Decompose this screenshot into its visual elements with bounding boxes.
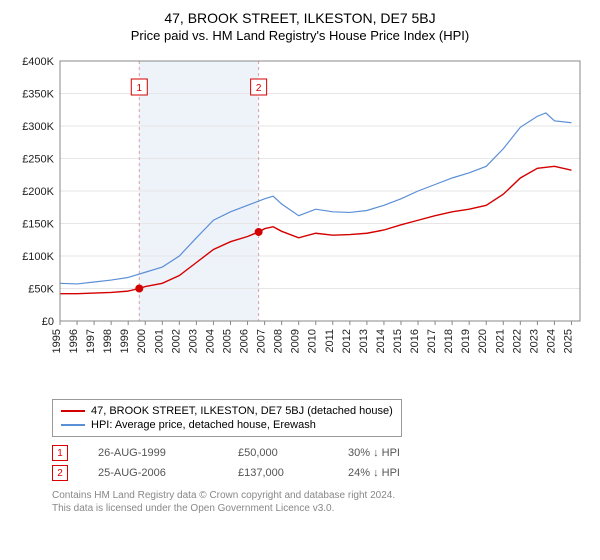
svg-text:2016: 2016 [409, 329, 421, 353]
footer-line-1: Contains HM Land Registry data © Crown c… [52, 489, 588, 502]
svg-text:1998: 1998 [102, 329, 114, 353]
svg-text:£150K: £150K [22, 219, 54, 231]
svg-text:2: 2 [256, 83, 262, 94]
svg-text:2006: 2006 [239, 329, 251, 353]
svg-text:2024: 2024 [545, 329, 557, 353]
sale-price: £50,000 [238, 447, 318, 459]
sales-table: 1 26-AUG-1999 £50,000 30% ↓ HPI 2 25-AUG-2006… [52, 443, 588, 483]
svg-text:2021: 2021 [494, 329, 506, 353]
svg-text:2011: 2011 [324, 329, 336, 353]
legend-label: 47, BROOK STREET, ILKESTON, DE7 5BJ (det… [91, 405, 393, 417]
svg-text:2013: 2013 [358, 329, 370, 353]
svg-text:2019: 2019 [460, 329, 472, 353]
svg-text:£350K: £350K [22, 89, 54, 101]
svg-text:2001: 2001 [153, 329, 165, 353]
svg-text:£100K: £100K [22, 251, 54, 263]
svg-text:2022: 2022 [511, 329, 523, 353]
svg-text:2012: 2012 [341, 329, 353, 353]
svg-text:2014: 2014 [375, 329, 387, 353]
svg-text:£0: £0 [42, 316, 54, 328]
sale-delta: 30% ↓ HPI [348, 447, 400, 459]
svg-text:2025: 2025 [562, 329, 574, 353]
legend-swatch [61, 424, 85, 426]
svg-text:£50K: £50K [28, 284, 54, 296]
page-title: 47, BROOK STREET, ILKESTON, DE7 5BJ [12, 10, 588, 26]
sale-date: 25-AUG-2006 [98, 467, 208, 479]
svg-text:£300K: £300K [22, 121, 54, 133]
chart-area: £0 £50K £100K £150K £200K £250K £300K £350K £400… [12, 51, 588, 391]
legend-item: HPI: Average price, detached house, Erew… [61, 418, 393, 432]
svg-text:2004: 2004 [204, 329, 216, 353]
svg-text:2018: 2018 [443, 329, 455, 353]
footer-line-2: This data is licensed under the Open Gov… [52, 502, 588, 515]
svg-text:2000: 2000 [136, 329, 148, 353]
svg-text:2008: 2008 [273, 329, 285, 353]
sale-delta: 24% ↓ HPI [348, 467, 400, 479]
svg-text:2023: 2023 [528, 329, 540, 353]
sale-row: 2 25-AUG-2006 £137,000 24% ↓ HPI [52, 463, 588, 483]
legend: 47, BROOK STREET, ILKESTON, DE7 5BJ (det… [52, 399, 402, 437]
svg-text:1996: 1996 [68, 329, 80, 353]
svg-text:2005: 2005 [221, 329, 233, 353]
svg-text:2010: 2010 [307, 329, 319, 353]
svg-text:1999: 1999 [119, 329, 131, 353]
svg-text:£400K: £400K [22, 56, 54, 68]
page-subtitle: Price paid vs. HM Land Registry's House … [12, 28, 588, 43]
svg-text:2020: 2020 [477, 329, 489, 353]
svg-text:2017: 2017 [426, 329, 438, 353]
svg-text:2009: 2009 [290, 329, 302, 353]
legend-item: 47, BROOK STREET, ILKESTON, DE7 5BJ (det… [61, 404, 393, 418]
svg-text:£250K: £250K [22, 154, 54, 166]
legend-label: HPI: Average price, detached house, Erew… [91, 419, 316, 431]
svg-text:2015: 2015 [392, 329, 404, 353]
sale-marker-badge: 1 [52, 445, 68, 461]
legend-swatch [61, 410, 85, 412]
svg-text:2002: 2002 [170, 329, 182, 353]
sale-row: 1 26-AUG-1999 £50,000 30% ↓ HPI [52, 443, 588, 463]
svg-text:2007: 2007 [256, 329, 268, 353]
svg-text:2003: 2003 [187, 329, 199, 353]
line-chart: £0 £50K £100K £150K £200K £250K £300K £350K £400… [12, 51, 588, 391]
svg-text:1: 1 [136, 83, 142, 94]
sale-marker-badge: 2 [52, 465, 68, 481]
sale-date: 26-AUG-1999 [98, 447, 208, 459]
sale-price: £137,000 [238, 467, 318, 479]
footer-note: Contains HM Land Registry data © Crown c… [52, 489, 588, 515]
svg-text:£200K: £200K [22, 186, 54, 198]
svg-text:1997: 1997 [85, 329, 97, 353]
svg-text:1995: 1995 [51, 329, 63, 353]
